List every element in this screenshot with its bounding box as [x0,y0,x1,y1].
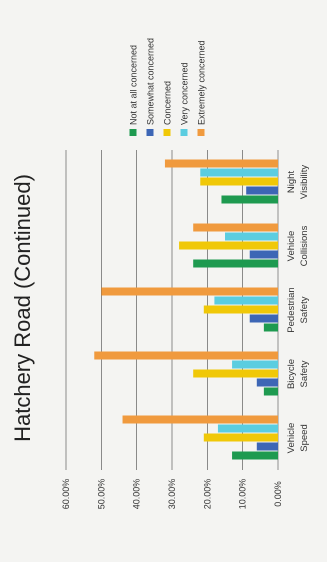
legend-label: Concerned [163,81,173,125]
bar [246,186,278,195]
bar [203,305,278,314]
legend: Not at all concerned Somewhat concerned Co… [129,38,207,136]
legend-swatch [163,129,171,136]
legend-swatch [197,129,205,136]
bar [256,378,278,387]
bar [193,369,278,378]
bar [263,387,278,396]
bars [94,159,279,460]
bar [249,250,278,259]
bar [179,241,278,250]
bar [94,351,279,360]
y-tick-label: 20.00% [202,479,212,510]
legend-swatch [180,129,188,136]
bar [164,159,278,168]
bar [193,259,278,268]
bar [214,296,278,305]
bar [225,232,278,241]
legend-label: Somewhat concerned [146,38,156,125]
bar [200,177,278,186]
category-label: Pedestrian Safety [286,287,310,332]
category-label: Bicycle Safety [286,359,310,389]
bar [256,442,278,451]
bar [203,433,278,442]
legend-swatch [129,129,137,136]
bar [217,424,278,433]
legend-swatch [146,129,154,136]
bar [200,168,278,177]
legend-label: Very concerned [180,62,190,125]
bar [232,451,278,460]
category-labels: Vehicle Speed Bicycle Safety Pedestrian Safet… [286,165,310,454]
y-tick-label: 60.00% [61,479,71,510]
bar [249,314,278,323]
category-label: Vehicle Collisions [286,225,310,266]
bar [193,223,278,232]
y-tick-label: 10.00% [238,479,248,510]
legend-label: Not at all concerned [129,45,139,125]
chart-title: Hatchery Road (Continued) [10,174,35,442]
legend-label: Extremely concerned [197,40,207,125]
bar [221,195,278,204]
y-tick-label: 0.00% [273,481,283,507]
bar [263,323,278,332]
y-axis-ticks: 0.00% 10.00% 20.00% 30.00% 40.00% 50.00% 60.00… [61,479,283,510]
y-tick-label: 30.00% [167,479,177,510]
y-tick-label: 40.00% [132,479,142,510]
bar [122,415,279,424]
bar [101,287,278,296]
y-tick-label: 50.00% [96,479,106,510]
category-label: Night Visibility [286,165,310,199]
category-label: Vehicle Speed [286,423,310,454]
bar [232,360,278,369]
